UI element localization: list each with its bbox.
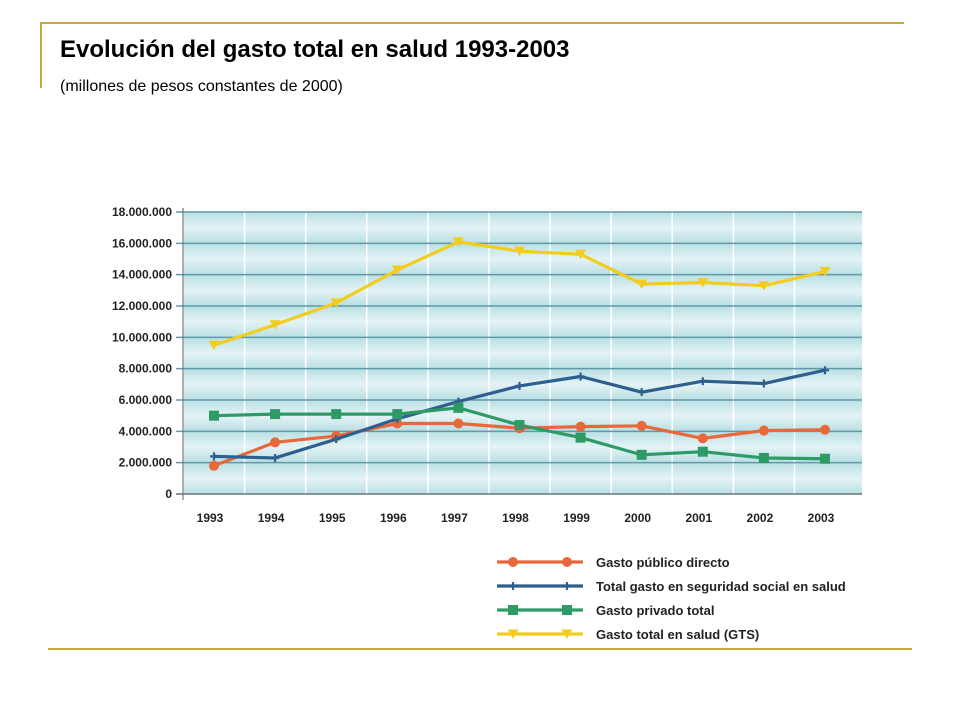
data-point — [575, 421, 586, 432]
data-point — [270, 437, 281, 448]
data-point — [697, 278, 709, 288]
data-point — [758, 425, 769, 436]
data-point — [515, 381, 524, 390]
x-tick-label: 1993 — [197, 511, 224, 525]
data-point — [636, 449, 647, 460]
data-point — [636, 279, 648, 290]
y-tick-label: 2.000.000 — [119, 456, 173, 470]
data-point — [697, 446, 708, 457]
legend-label: Gasto total en salud (GTS) — [596, 627, 759, 642]
x-tick-label: 2000 — [624, 511, 651, 525]
left-decorative-rule — [40, 22, 42, 88]
legend-label: Gasto público directo — [596, 555, 730, 570]
legend-marker — [508, 557, 518, 567]
x-tick-label: 2003 — [808, 511, 835, 525]
plot-band — [183, 212, 862, 244]
plot-band — [183, 337, 862, 369]
legend-item: Gasto total en salud (GTS) — [497, 627, 759, 642]
x-tick-label: 1998 — [502, 511, 529, 525]
data-point — [453, 402, 464, 413]
data-point — [575, 249, 587, 260]
legend-label: Total gasto en seguridad social en salud — [596, 579, 846, 594]
legend-item: Gasto privado total — [497, 603, 714, 618]
data-point — [391, 265, 403, 275]
x-tick-label: 1996 — [380, 511, 407, 525]
data-point — [576, 372, 585, 381]
legend-marker — [509, 582, 517, 590]
legend-marker — [561, 629, 573, 639]
data-point — [270, 409, 281, 420]
legend-marker — [562, 557, 572, 567]
legend-item: Total gasto en seguridad social en salud — [497, 579, 846, 594]
data-point — [820, 453, 830, 464]
series-group — [209, 402, 830, 464]
y-tick-label: 16.000.000 — [112, 236, 172, 250]
data-point — [271, 453, 280, 462]
y-tick-label: 10.000.000 — [112, 330, 172, 344]
x-tick-label: 1995 — [319, 511, 346, 525]
slide-subtitle: (millones de pesos constantes de 2000) — [60, 78, 343, 95]
plot-band — [183, 306, 862, 338]
y-tick-label: 14.000.000 — [112, 268, 172, 282]
x-tick-label: 1994 — [258, 511, 285, 525]
data-point — [758, 281, 770, 291]
data-point — [821, 366, 829, 375]
legend-item: Gasto público directo — [497, 555, 730, 570]
slide-title: Evolución del gasto total en salud 1993-… — [60, 36, 570, 63]
top-decorative-rule — [40, 22, 904, 24]
y-tick-label: 4.000.000 — [119, 424, 173, 438]
data-point — [514, 246, 525, 257]
data-point — [330, 298, 342, 308]
data-point — [575, 432, 586, 443]
x-tick-label: 2002 — [747, 511, 774, 525]
data-point — [514, 420, 525, 431]
data-point — [332, 435, 341, 444]
data-point — [210, 452, 218, 461]
data-point — [331, 409, 342, 420]
y-tick-label: 0 — [165, 487, 172, 501]
data-point — [820, 424, 830, 435]
y-tick-label: 6.000.000 — [119, 393, 173, 407]
data-point — [698, 377, 707, 386]
plot-band — [183, 274, 862, 306]
data-point — [759, 379, 768, 388]
data-point — [208, 340, 220, 351]
data-point — [269, 320, 281, 330]
series-group — [208, 237, 831, 351]
x-tick-label: 1997 — [441, 511, 468, 525]
legend-marker — [508, 605, 518, 615]
data-point — [697, 433, 708, 444]
data-point — [819, 267, 831, 277]
data-point — [636, 420, 647, 431]
legend-marker — [562, 605, 572, 615]
data-point — [758, 452, 769, 463]
y-tick-label: 18.000.000 — [112, 205, 172, 219]
legend-marker — [507, 629, 519, 639]
x-tick-label: 1999 — [563, 511, 590, 525]
legend-label: Gasto privado total — [596, 603, 714, 618]
plot-band — [183, 462, 862, 494]
x-tick-label: 2001 — [685, 511, 712, 525]
y-tick-label: 8.000.000 — [119, 362, 173, 376]
legend-marker — [563, 582, 571, 590]
data-point — [209, 410, 219, 421]
data-point — [452, 237, 464, 247]
data-point — [453, 418, 464, 429]
bottom-decorative-rule — [48, 648, 912, 650]
data-point — [392, 409, 403, 420]
y-tick-label: 12.000.000 — [112, 299, 172, 313]
data-point — [209, 460, 219, 471]
data-point — [637, 388, 646, 397]
